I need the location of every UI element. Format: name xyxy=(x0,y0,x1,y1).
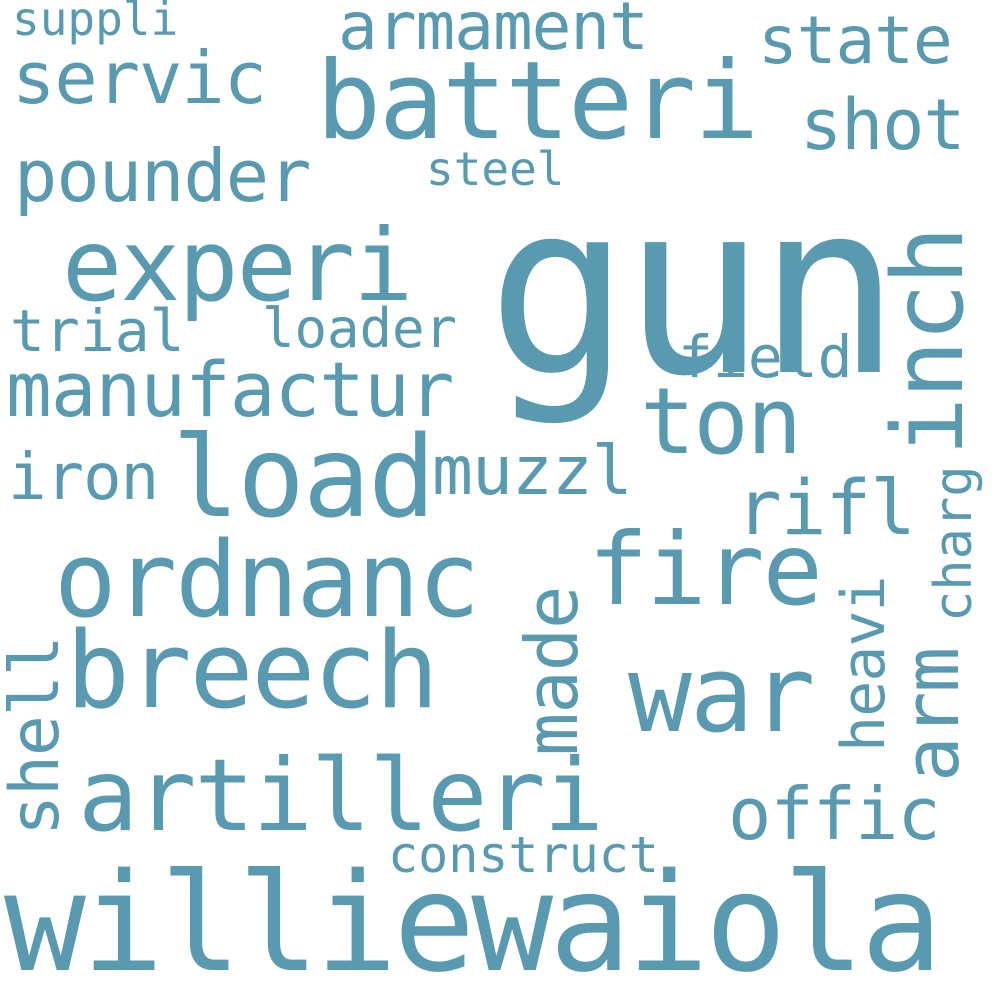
word-muzzl: muzzl xyxy=(432,432,633,511)
word-gun: gun xyxy=(487,152,901,429)
word-shell: shell xyxy=(0,636,75,836)
word-charg: charg xyxy=(924,465,984,622)
word-trial: trial xyxy=(10,297,185,365)
word-rifl: rifl xyxy=(736,463,916,552)
word-fire: fire xyxy=(588,511,823,628)
word-servic: servic xyxy=(12,36,267,120)
word-batteri: batteri xyxy=(316,39,759,164)
word-experi: experi xyxy=(62,207,413,324)
word-made: made xyxy=(510,586,594,756)
word-ordnanc: ordnanc xyxy=(54,519,480,641)
word-williewaiola: williewaiola xyxy=(4,845,943,1000)
word-ton: ton xyxy=(640,368,802,475)
word-suppli: suppli xyxy=(12,0,179,46)
word-manufactur: manufactur xyxy=(6,345,455,434)
word-artilleri: artilleri xyxy=(78,737,604,854)
word-heavi: heavi xyxy=(829,576,899,752)
word-steel: steel xyxy=(426,142,565,196)
word-shot: shot xyxy=(800,84,966,166)
word-loader: loader xyxy=(262,297,458,360)
word-inch: inch xyxy=(872,227,986,456)
word-breech: breech xyxy=(66,609,439,732)
word-state: state xyxy=(758,2,953,79)
word-load: load xyxy=(172,413,436,543)
word-construct: construct xyxy=(388,826,659,884)
word-arm: arm xyxy=(887,647,976,782)
word-pounder: pounder xyxy=(14,134,311,218)
word-war: war xyxy=(628,633,815,756)
word-armament: armament xyxy=(338,0,649,65)
word-field: field xyxy=(678,323,853,391)
word-iron: iron xyxy=(8,441,159,515)
word-offic: offic xyxy=(728,772,941,856)
